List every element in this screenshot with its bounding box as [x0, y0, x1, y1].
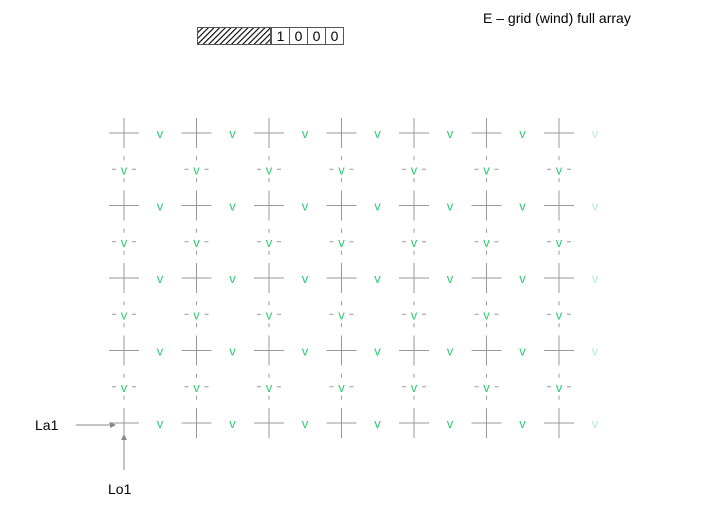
wind-point: v [229, 126, 236, 141]
wind-point: v [592, 416, 599, 431]
wind-point: v [447, 199, 454, 214]
wind-point-staggered: v [483, 307, 490, 322]
wind-point-staggered: v [556, 162, 563, 177]
wind-point-staggered: v [121, 380, 128, 395]
wind-point-staggered: v [411, 235, 418, 250]
wind-point-staggered: v [556, 380, 563, 395]
wind-point-staggered: v [411, 307, 418, 322]
wind-point: v [302, 416, 309, 431]
wind-point-staggered: v [483, 380, 490, 395]
lo1-label: Lo1 [108, 481, 132, 497]
wind-point: v [229, 416, 236, 431]
wind-point: v [519, 271, 526, 286]
wind-points: v v v v v v v v v v v v v v v v v v v v v v v v v v v v v v v v v v v v v v v v… [121, 126, 599, 431]
wind-point: v [229, 199, 236, 214]
wind-point-staggered: v [556, 235, 563, 250]
lo1-arrow-head [121, 434, 127, 440]
wind-point: v [374, 271, 381, 286]
wind-point: v [519, 126, 526, 141]
wind-point: v [302, 126, 309, 141]
wind-point: v [157, 126, 164, 141]
wind-point: v [157, 271, 164, 286]
wind-point-staggered: v [193, 162, 200, 177]
latitude-origin-marker: La1 [35, 417, 116, 433]
wind-point: v [447, 126, 454, 141]
wind-point: v [374, 126, 381, 141]
wind-point: v [592, 126, 599, 141]
wind-point-staggered: v [411, 380, 418, 395]
bit-value: 1 [277, 28, 285, 44]
diagram-title: E – grid (wind) full array [483, 10, 631, 26]
wind-point-staggered: v [556, 307, 563, 322]
wind-point-staggered: v [121, 162, 128, 177]
wind-point: v [302, 344, 309, 359]
wind-point-staggered: v [266, 235, 273, 250]
longitude-origin-marker: Lo1 [108, 434, 132, 497]
wind-point: v [157, 344, 164, 359]
bit-value: 0 [331, 28, 339, 44]
bit-value: 0 [295, 28, 303, 44]
wind-point: v [157, 199, 164, 214]
wind-point-staggered: v [338, 235, 345, 250]
wind-point: v [447, 344, 454, 359]
la1-label: La1 [35, 417, 59, 433]
wind-point: v [447, 416, 454, 431]
wind-point-staggered: v [483, 235, 490, 250]
la1-arrow-head [110, 422, 116, 428]
wind-point-staggered: v [338, 380, 345, 395]
wind-point-staggered: v [121, 235, 128, 250]
wind-point-staggered: v [193, 235, 200, 250]
bit-cell [325, 27, 344, 45]
wind-point-staggered: v [266, 380, 273, 395]
wind-point-staggered: v [338, 162, 345, 177]
wind-point: v [302, 199, 309, 214]
bit-value: 0 [313, 28, 321, 44]
wind-point: v [592, 271, 599, 286]
wind-point-staggered: v [483, 162, 490, 177]
wind-point-staggered: v [266, 162, 273, 177]
wind-point: v [374, 344, 381, 359]
wind-point: v [592, 199, 599, 214]
wind-point: v [302, 271, 309, 286]
crosshair-grid [109, 118, 574, 438]
wind-point: v [519, 199, 526, 214]
wind-point: v [519, 344, 526, 359]
wind-point: v [229, 344, 236, 359]
wind-point: v [229, 271, 236, 286]
wind-point: v [374, 416, 381, 431]
wind-point-staggered: v [193, 380, 200, 395]
wind-point-staggered: v [121, 307, 128, 322]
wind-point-staggered: v [411, 162, 418, 177]
wind-point: v [592, 344, 599, 359]
wind-point: v [157, 416, 164, 431]
wind-point-staggered: v [338, 307, 345, 322]
wind-point-staggered: v [266, 307, 273, 322]
wind-point: v [447, 271, 454, 286]
wind-point: v [374, 199, 381, 214]
wind-point-staggered: v [193, 307, 200, 322]
wind-point: v [519, 416, 526, 431]
hatched-bits [197, 27, 271, 45]
